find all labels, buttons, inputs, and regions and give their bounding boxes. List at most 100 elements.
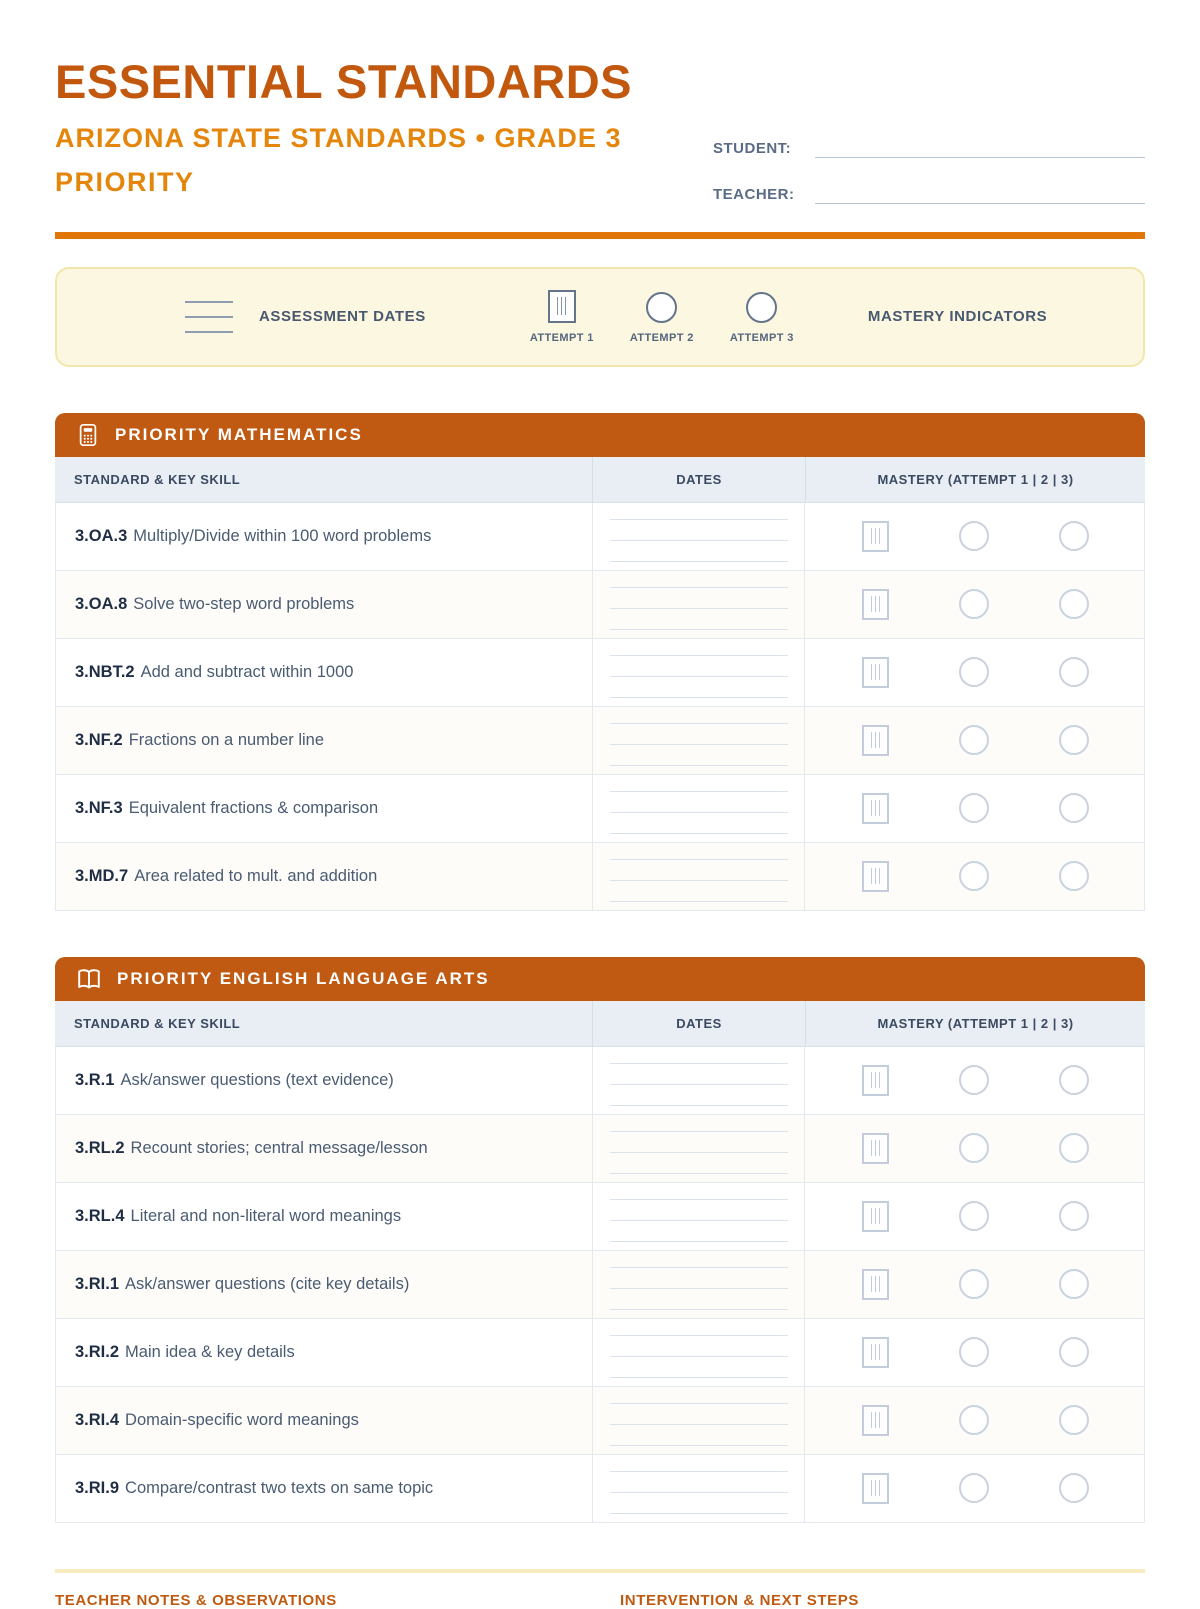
date-write-line[interactable]: [609, 1130, 788, 1132]
attempt-1-box-icon[interactable]: [861, 588, 889, 620]
date-write-line[interactable]: [609, 1334, 788, 1336]
skill-description: Ask/answer questions (text evidence): [120, 1070, 394, 1089]
dates-cell[interactable]: [592, 638, 805, 706]
attempt-1-box-icon[interactable]: [861, 656, 889, 688]
date-write-line[interactable]: [609, 607, 788, 609]
date-write-line[interactable]: [609, 1402, 788, 1404]
date-write-line[interactable]: [609, 1219, 788, 1221]
date-write-line[interactable]: [609, 1151, 788, 1153]
dates-cell[interactable]: [592, 774, 805, 842]
attempt-2-circle-icon[interactable]: [958, 1201, 989, 1232]
date-write-line[interactable]: [609, 1083, 788, 1085]
attempt-2-circle-icon[interactable]: [958, 521, 989, 552]
dates-cell[interactable]: [592, 1250, 805, 1318]
attempt-3-circle-icon[interactable]: [1058, 1405, 1089, 1436]
attempt-3-circle-icon[interactable]: [1058, 521, 1089, 552]
date-write-line[interactable]: [609, 722, 788, 724]
dates-cell[interactable]: [592, 570, 805, 638]
attempt-2-circle-icon[interactable]: [958, 793, 989, 824]
attempt-1-box-icon[interactable]: [861, 1336, 889, 1368]
skill-description: Literal and non-literal word meanings: [130, 1206, 402, 1225]
date-write-line[interactable]: [609, 900, 788, 902]
date-write-line[interactable]: [609, 1444, 788, 1446]
attempt-1-box-icon[interactable]: [861, 1472, 889, 1504]
date-write-line[interactable]: [609, 1287, 788, 1289]
date-write-line[interactable]: [609, 518, 788, 520]
student-input-line[interactable]: [815, 138, 1145, 158]
date-write-line[interactable]: [609, 811, 788, 813]
date-write-line[interactable]: [609, 1512, 788, 1514]
date-write-line[interactable]: [609, 1376, 788, 1378]
attempt-1-box-icon[interactable]: [861, 1268, 889, 1300]
attempt-2-circle-icon[interactable]: [958, 1337, 989, 1368]
date-write-line[interactable]: [609, 654, 788, 656]
date-write-line[interactable]: [609, 1355, 788, 1357]
date-write-line[interactable]: [609, 1104, 788, 1106]
standard-code: 3.RI.2: [75, 1342, 120, 1361]
attempt-3-circle-icon[interactable]: [1058, 1473, 1089, 1504]
dates-cell[interactable]: [592, 1318, 805, 1386]
attempt-1-box-icon[interactable]: [861, 1200, 889, 1232]
attempt-2-circle-icon[interactable]: [958, 861, 989, 892]
attempt-2-circle-icon[interactable]: [958, 1405, 989, 1436]
attempt-3-circle-icon[interactable]: [1058, 657, 1089, 688]
date-write-line[interactable]: [609, 1172, 788, 1174]
student-label: STUDENT:: [713, 140, 792, 157]
attempt-1-box-icon[interactable]: [861, 1404, 889, 1436]
attempt-2-circle-icon[interactable]: [958, 1065, 989, 1096]
date-write-line[interactable]: [609, 743, 788, 745]
date-write-line[interactable]: [609, 1266, 788, 1268]
attempt-1-box-icon[interactable]: [861, 860, 889, 892]
date-write-line[interactable]: [609, 764, 788, 766]
attempt-3-circle-icon[interactable]: [1058, 1337, 1089, 1368]
attempt-1-box-icon[interactable]: [861, 724, 889, 756]
dates-cell[interactable]: [592, 1182, 805, 1250]
attempt-2-circle-icon[interactable]: [958, 1133, 989, 1164]
date-write-line[interactable]: [609, 675, 788, 677]
attempt-2-circle-icon[interactable]: [958, 1473, 989, 1504]
dates-cell[interactable]: [592, 842, 805, 910]
dates-cell[interactable]: [592, 1114, 805, 1182]
attempt-1-box-icon[interactable]: [861, 1132, 889, 1164]
attempt-3-circle-icon[interactable]: [1058, 1133, 1089, 1164]
attempt-3-circle-icon[interactable]: [1058, 589, 1089, 620]
date-write-line[interactable]: [609, 858, 788, 860]
date-write-line[interactable]: [609, 628, 788, 630]
date-write-line[interactable]: [609, 790, 788, 792]
table-row: 3.RI.9 Compare/contrast two texts on same…: [56, 1454, 1144, 1523]
dates-cell[interactable]: [592, 706, 805, 774]
attempt-2-circle-icon[interactable]: [958, 1269, 989, 1300]
teacher-input-line[interactable]: [815, 184, 1145, 204]
dates-cell[interactable]: [592, 1386, 805, 1454]
date-write-line[interactable]: [609, 1491, 788, 1493]
attempt-3-circle-icon[interactable]: [1058, 1201, 1089, 1232]
attempt-3-circle-icon[interactable]: [1058, 1269, 1089, 1300]
attempt-2-circle-icon[interactable]: [958, 589, 989, 620]
date-write-line[interactable]: [609, 696, 788, 698]
attempt-2-circle-icon[interactable]: [958, 725, 989, 756]
attempt-3-circle-icon[interactable]: [1058, 861, 1089, 892]
date-write-line[interactable]: [609, 879, 788, 881]
date-write-line[interactable]: [609, 1308, 788, 1310]
date-write-line[interactable]: [609, 1240, 788, 1242]
date-write-line[interactable]: [609, 560, 788, 562]
dates-cell[interactable]: [592, 1454, 805, 1522]
date-write-line[interactable]: [609, 1423, 788, 1425]
dates-cell[interactable]: [592, 502, 805, 570]
date-write-line[interactable]: [609, 1198, 788, 1200]
attempt-2-circle-icon[interactable]: [958, 657, 989, 688]
date-write-line[interactable]: [609, 1062, 788, 1064]
mastery-cell: [805, 775, 1145, 842]
attempt-1-box-icon[interactable]: [861, 792, 889, 824]
date-write-line[interactable]: [609, 1470, 788, 1472]
date-write-line[interactable]: [609, 586, 788, 588]
attempt-3-circle-icon[interactable]: [1058, 1065, 1089, 1096]
attempt-3-circle-icon[interactable]: [1058, 725, 1089, 756]
dates-cell[interactable]: [592, 1046, 805, 1114]
attempt-1-box-icon[interactable]: [861, 520, 889, 552]
attempt-3-circle-icon[interactable]: [1058, 793, 1089, 824]
date-write-line[interactable]: [609, 832, 788, 834]
attempt-1-legend: ATTEMPT 1: [512, 289, 612, 344]
attempt-1-box-icon[interactable]: [861, 1064, 889, 1096]
date-write-line[interactable]: [609, 539, 788, 541]
